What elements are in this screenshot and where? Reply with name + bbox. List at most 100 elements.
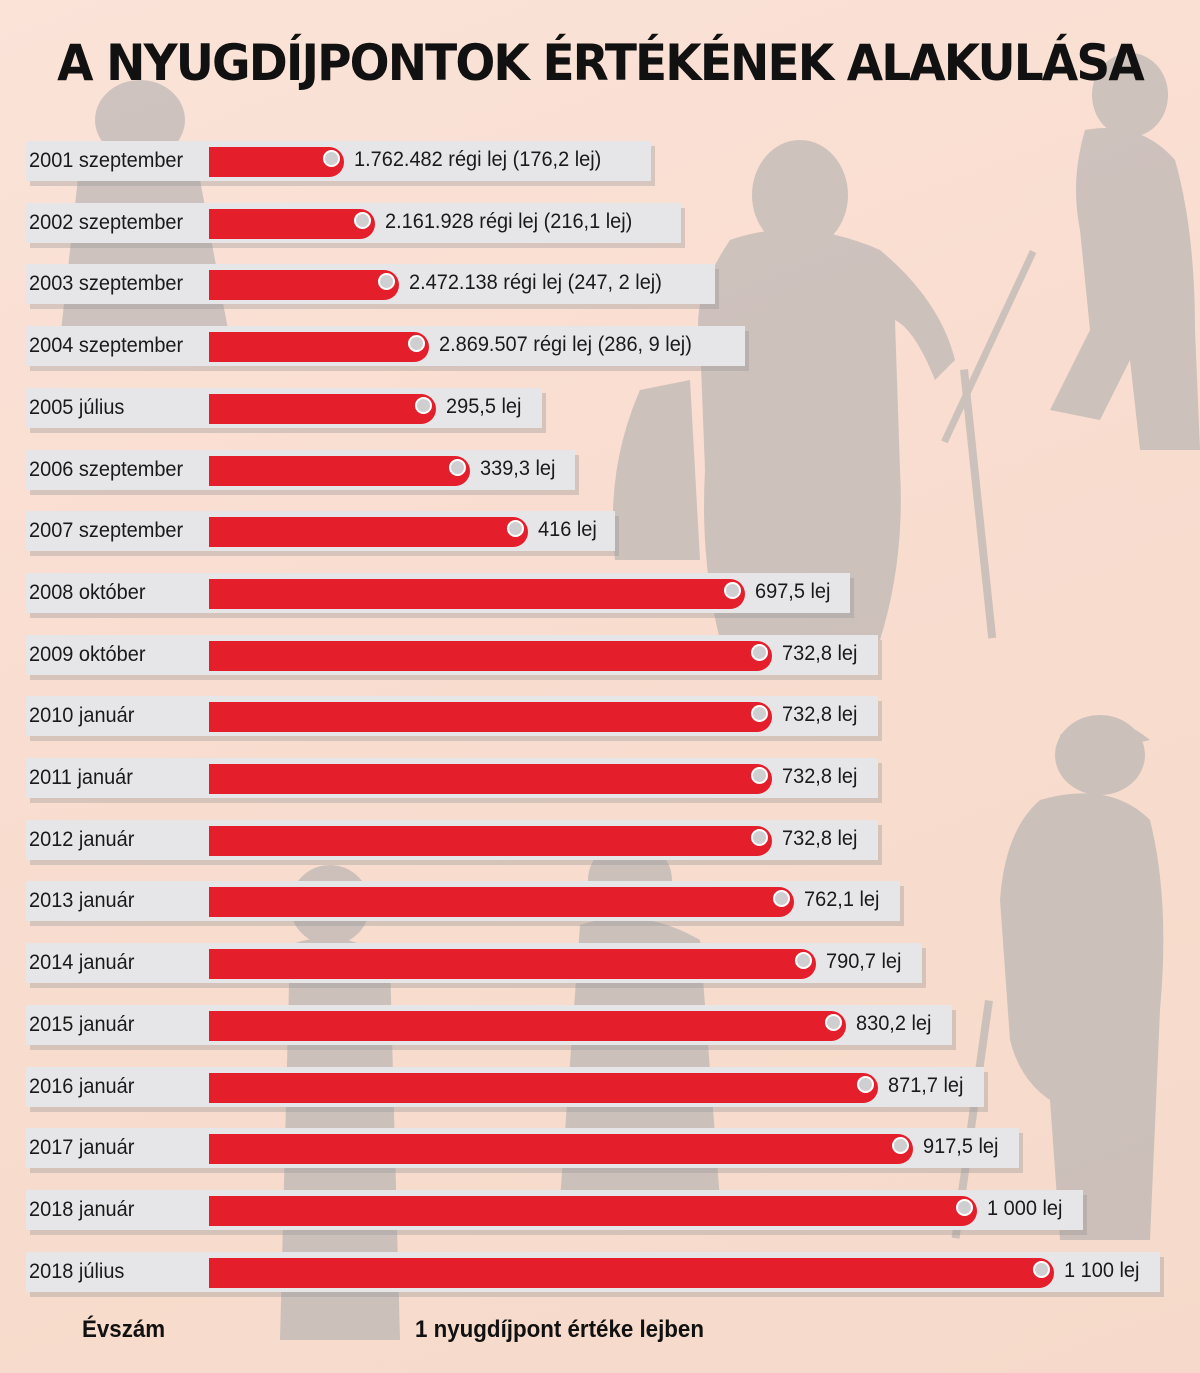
category-label: 2016 január — [29, 1074, 135, 1098]
chart-row: 2018 január 1 000 lej — [0, 1189, 1200, 1236]
category-label: 2012 január — [29, 827, 135, 851]
chart-row: 2004 szeptember 2.869.507 régi lej (286, … — [0, 326, 1200, 372]
bar — [209, 764, 772, 794]
chart-row: 2011 január 732,8 lej — [0, 758, 1200, 804]
bar — [209, 1257, 1054, 1288]
chart-row: 2005 július 295,5 lej — [0, 387, 1200, 434]
chart-row: 2010 január 732,8 lej — [0, 696, 1200, 742]
bar-end-marker — [408, 335, 426, 353]
chart-row: 2002 szeptember 2.161.928 régi lej (216,1… — [0, 202, 1200, 249]
bar — [209, 949, 817, 980]
chart-row: 2017 január 917,5 lej — [0, 1128, 1200, 1174]
category-label: 2018 január — [29, 1197, 135, 1221]
chart-row: 2015 január 830,2 lej — [0, 1004, 1200, 1051]
chart-row: 2012 január 732,8 lej — [0, 819, 1200, 866]
bar-end-marker — [750, 643, 768, 661]
bar-end-marker — [892, 1137, 910, 1155]
category-label: 2006 szeptember — [29, 457, 184, 481]
y-axis-label: Évszám — [82, 1316, 166, 1343]
category-label: 2004 szeptember — [29, 334, 184, 358]
data-label: 732,8 lej — [781, 703, 858, 727]
bar — [209, 887, 795, 918]
data-label: 830,2 lej — [856, 1011, 932, 1035]
bar-end-marker — [750, 705, 768, 723]
category-label: 2017 január — [29, 1136, 135, 1160]
category-label: 2005 július — [29, 395, 125, 419]
data-label: 416 lej — [538, 518, 598, 542]
data-label: 1.762.482 régi lej (176,2 lej) — [354, 148, 602, 171]
data-label: 2.869.507 régi lej (286, 9 lej) — [439, 333, 693, 357]
data-label: 732,8 lej — [781, 826, 858, 850]
category-label: 2001 szeptember — [29, 149, 184, 172]
bar-end-marker — [377, 273, 395, 291]
bar-end-marker — [750, 767, 768, 784]
data-label: 732,8 lej — [781, 765, 858, 788]
category-label: 2007 szeptember — [29, 519, 184, 543]
bar — [209, 455, 470, 486]
bar — [209, 702, 772, 733]
bar-end-marker — [723, 581, 741, 599]
category-label: 2013 január — [29, 889, 135, 913]
bar — [209, 1134, 914, 1165]
bar-end-marker — [323, 150, 341, 167]
data-label: 2.161.928 régi lej (216,1 lej) — [384, 209, 633, 233]
chart-row: 2016 január 871,7 lej — [0, 1066, 1200, 1113]
chart-row: 2007 szeptember 416 lej — [0, 511, 1200, 557]
chart-row: 2006 szeptember 339,3 lej — [0, 449, 1200, 496]
data-label: 917,5 lej — [923, 1135, 999, 1159]
bar-end-marker — [955, 1198, 973, 1216]
bar — [209, 332, 430, 363]
data-label: 732,8 lej — [781, 641, 858, 665]
data-label: 762,1 lej — [804, 888, 880, 912]
chart-row: 2008 október 697,5 lej — [0, 572, 1200, 619]
bar-end-marker — [353, 211, 371, 229]
bar — [209, 1072, 879, 1103]
data-label: 1 000 lej — [986, 1196, 1063, 1220]
category-label: 2009 október — [29, 642, 146, 666]
category-label: 2003 szeptember — [29, 272, 184, 296]
chart-title: A NYUGDÍJPONTOK ÉRTÉKÉNEK ALAKULÁSA — [57, 34, 1145, 92]
bar-end-marker — [448, 458, 466, 476]
data-label: 871,7 lej — [888, 1073, 964, 1097]
data-label: 697,5 lej — [754, 579, 830, 603]
bar-end-marker — [507, 520, 525, 538]
bar-end-marker — [1032, 1260, 1050, 1278]
category-label: 2015 január — [29, 1012, 135, 1036]
bar — [209, 825, 772, 856]
data-label: 2.472.138 régi lej (247, 2 lej) — [408, 271, 662, 295]
bar-end-marker — [773, 890, 791, 908]
bar — [209, 1010, 847, 1041]
chart-row: 2018 július 1 100 lej — [0, 1251, 1200, 1298]
bar-end-marker — [825, 1013, 843, 1031]
bar — [209, 578, 745, 609]
category-label: 2002 szeptember — [29, 210, 184, 234]
data-label: 790,7 lej — [826, 950, 902, 974]
chart-row: 2001 szeptember 1.762.482 régi lej (176,2… — [0, 141, 1200, 187]
x-axis-label: 1 nyugdíjpont értéke lejben — [415, 1316, 704, 1343]
category-label: 2011 január — [29, 766, 133, 789]
category-label: 2018 július — [29, 1259, 125, 1283]
bar — [209, 208, 375, 239]
bar — [209, 517, 529, 548]
category-label: 2008 október — [29, 580, 146, 604]
chart-row: 2003 szeptember 2.472.138 régi lej (247, … — [0, 264, 1200, 310]
data-label: 295,5 lej — [445, 394, 522, 418]
bar-end-marker — [414, 396, 432, 414]
chart-row: 2013 január 762,1 lej — [0, 881, 1200, 927]
chart-row: 2014 január 790,7 lej — [0, 943, 1200, 989]
bar — [209, 270, 399, 301]
bar — [209, 640, 772, 671]
data-label: 1 100 lej — [1063, 1258, 1140, 1282]
data-label: 339,3 lej — [479, 456, 555, 480]
bar — [209, 393, 436, 424]
category-label: 2014 január — [29, 951, 135, 975]
bar-end-marker — [750, 828, 768, 846]
bar-end-marker — [795, 952, 813, 970]
bar — [209, 1195, 977, 1226]
category-label: 2010 január — [29, 704, 135, 728]
chart-row: 2009 október 732,8 lej — [0, 634, 1200, 681]
bar-end-marker — [857, 1075, 875, 1093]
bar — [209, 147, 345, 177]
